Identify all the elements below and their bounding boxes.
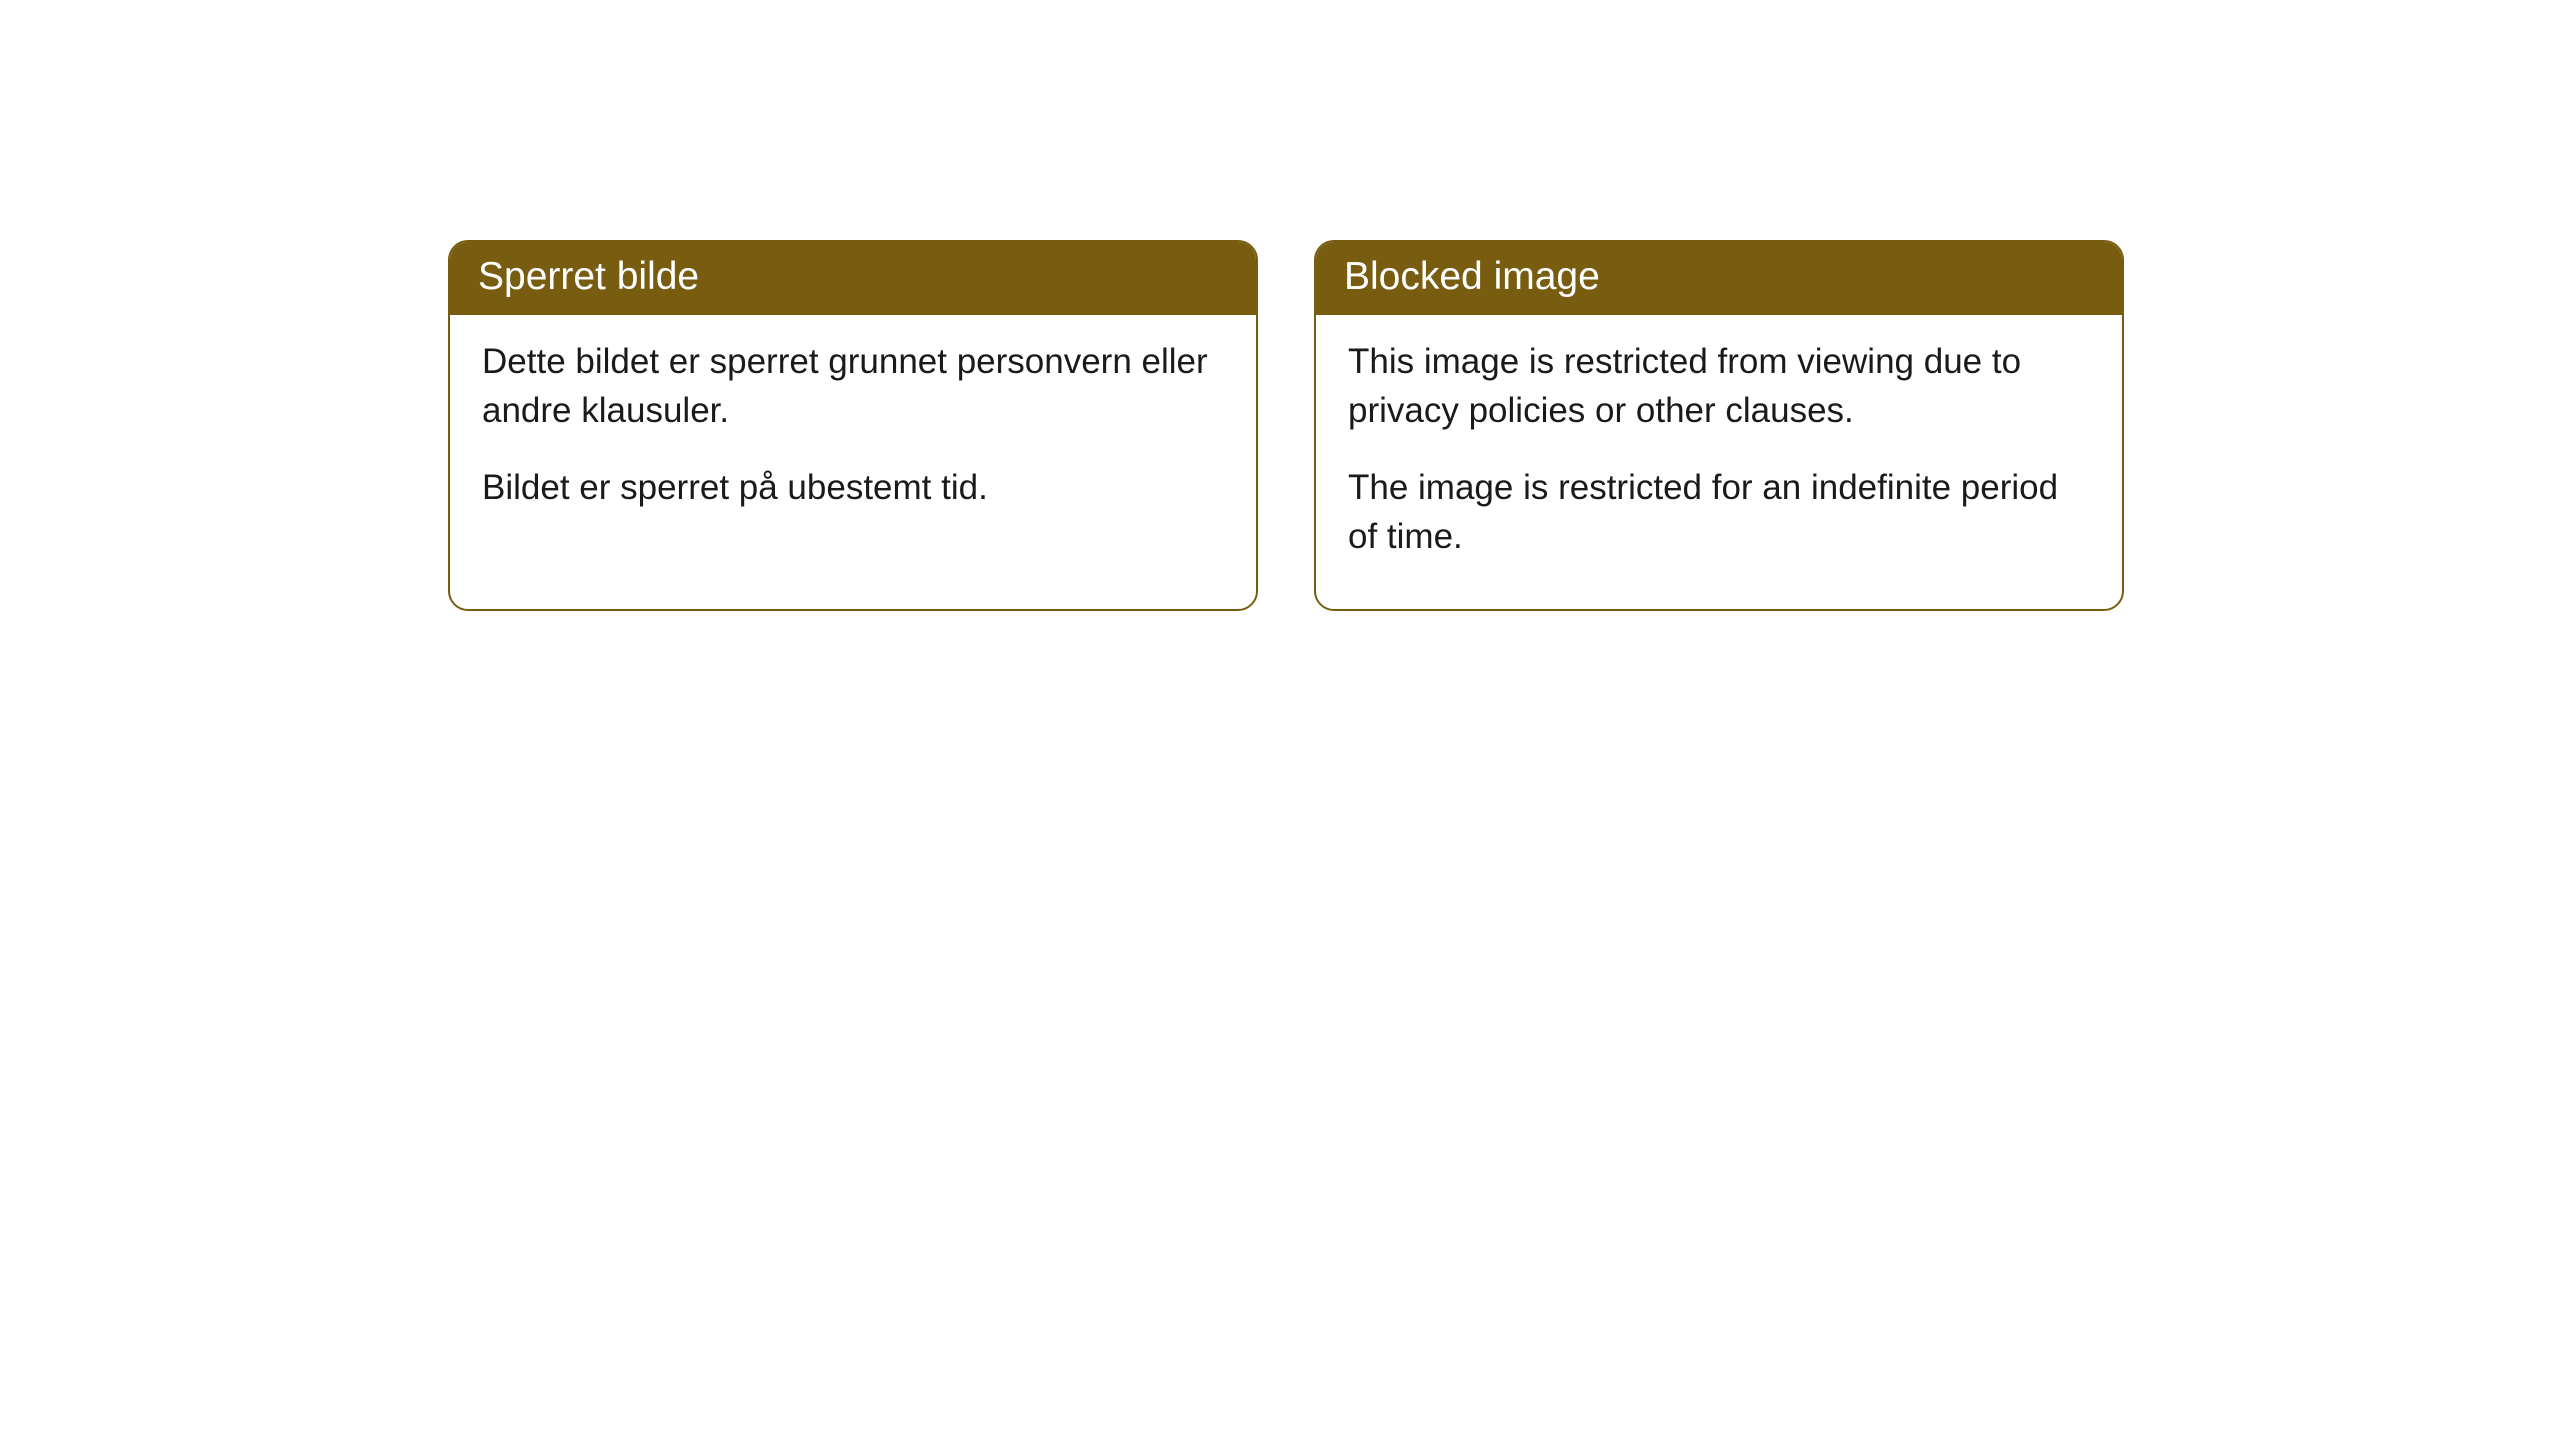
card-title: Blocked image: [1344, 255, 1600, 298]
card-paragraph: This image is restricted from viewing du…: [1348, 337, 2090, 435]
blocked-image-card-no: Sperret bilde Dette bildet er sperret gr…: [448, 240, 1258, 611]
card-paragraph: Dette bildet er sperret grunnet personve…: [482, 337, 1224, 435]
card-paragraph: Bildet er sperret på ubestemt tid.: [482, 463, 1224, 512]
card-header: Sperret bilde: [450, 242, 1256, 315]
card-title: Sperret bilde: [478, 255, 699, 298]
cards-container: Sperret bilde Dette bildet er sperret gr…: [0, 0, 2560, 611]
card-body: This image is restricted from viewing du…: [1316, 315, 2122, 609]
card-paragraph: The image is restricted for an indefinit…: [1348, 463, 2090, 561]
card-body: Dette bildet er sperret grunnet personve…: [450, 315, 1256, 560]
blocked-image-card-en: Blocked image This image is restricted f…: [1314, 240, 2124, 611]
card-header: Blocked image: [1316, 242, 2122, 315]
